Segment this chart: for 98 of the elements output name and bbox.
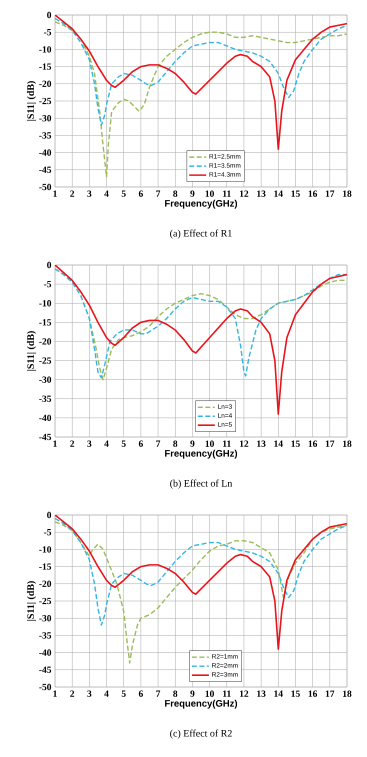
y-tick-label: -50	[39, 684, 52, 690]
x-tick-label: 4	[104, 440, 109, 447]
x-tick-label: 11	[223, 690, 231, 697]
x-tick-label: 7	[156, 190, 160, 197]
y-tick-label: -35	[39, 396, 52, 402]
x-tick-label: 16	[308, 190, 318, 197]
y-tick-label: -15	[39, 63, 52, 70]
x-tick-label: 4	[104, 690, 109, 697]
y-tick-label: -45	[39, 666, 52, 673]
x-tick-label: 9	[190, 440, 194, 447]
y-axis-title: |S11| (dB)	[26, 331, 36, 371]
y-tick-label: -35	[39, 132, 52, 139]
y-tick-label: -30	[39, 615, 52, 622]
x-axis-title: Frequency(GHz)	[165, 200, 238, 209]
y-tick-label: 0	[47, 512, 52, 518]
x-tick-label: 9	[190, 690, 194, 697]
x-tick-label: 13	[257, 690, 266, 697]
x-tick-label: 11	[223, 190, 231, 197]
x-tick-label: 5	[122, 190, 126, 197]
x-axis-title: Frequency(GHz)	[165, 700, 238, 709]
line-series	[55, 265, 348, 415]
y-tick-label: 0	[47, 262, 52, 268]
x-tick-label: 15	[292, 440, 300, 447]
x-tick-label: 12	[240, 690, 248, 697]
x-tick-label: 9	[190, 190, 194, 197]
y-axis-title: |S11| (dB)	[26, 81, 36, 121]
x-tick-label: 3	[87, 440, 92, 447]
y-tick-label: -10	[39, 300, 52, 306]
x-tick-label: 5	[122, 440, 126, 447]
y-tick-label: -5	[44, 280, 52, 288]
x-tick-label: 1	[53, 440, 57, 447]
x-tick-label: 16	[308, 440, 318, 447]
y-tick-label: -45	[39, 166, 52, 173]
y-tick-label: -30	[39, 115, 52, 122]
line-series	[55, 18, 348, 126]
x-tick-label: 4	[104, 190, 109, 197]
x-tick-label: 3	[87, 190, 92, 197]
x-tick-label: 6	[138, 190, 143, 197]
y-tick-label: -10	[39, 46, 52, 53]
x-tick-label: 6	[138, 690, 143, 697]
y-tick-label: -40	[39, 414, 52, 422]
y-tick-label: -25	[39, 357, 52, 364]
y-axis-title: |S11| (dB)	[26, 581, 36, 621]
x-tick-label: 10	[206, 440, 214, 447]
x-axis-title: Frequency(GHz)	[165, 450, 238, 459]
x-tick-label: 14	[274, 690, 283, 697]
text: (a) Effect of R1	[170, 230, 232, 239]
x-tick-label: 2	[70, 690, 74, 697]
text: (b) Effect of Ln	[170, 480, 232, 489]
line-series	[55, 21, 348, 178]
x-tick-label: 1	[53, 190, 57, 197]
x-tick-label: 8	[173, 690, 178, 697]
x-tick-label: 11	[223, 440, 231, 447]
x-tick-label: 17	[326, 440, 334, 447]
x-tick-label: 18	[343, 440, 352, 447]
x-tick-label: 17	[326, 190, 334, 197]
text: (c) Effect of R2	[170, 730, 232, 739]
x-tick-label: 2	[70, 440, 74, 447]
y-tick-label: 0	[47, 12, 52, 18]
y-tick-label: -25	[39, 98, 52, 104]
x-tick-label: 2	[70, 190, 74, 197]
x-tick-label: 14	[274, 440, 283, 447]
x-tick-label: 7	[156, 440, 160, 447]
y-tick-label: -35	[39, 632, 52, 639]
y-tick-label: -5	[44, 29, 52, 36]
x-tick-label: 5	[122, 690, 126, 697]
x-tick-label: 10	[206, 190, 214, 197]
x-tick-label: 13	[257, 190, 266, 197]
x-tick-label: 8	[173, 190, 178, 197]
y-tick-label: -30	[39, 376, 52, 383]
x-tick-label: 8	[173, 440, 178, 447]
y-tick-label: -45	[39, 434, 52, 440]
x-tick-label: 16	[308, 690, 318, 697]
y-tick-label: -20	[39, 580, 52, 587]
y-tick-label: -20	[39, 338, 52, 345]
x-tick-label: 18	[343, 190, 352, 197]
x-tick-label: 10	[206, 690, 214, 697]
x-tick-label: 6	[138, 440, 143, 447]
x-tick-label: 3	[87, 690, 92, 697]
y-tick-label: -25	[39, 598, 52, 604]
y-tick-label: -40	[39, 149, 52, 156]
y-tick-label: -10	[39, 546, 52, 553]
x-tick-label: 15	[292, 190, 300, 197]
x-tick-label: 15	[292, 690, 300, 697]
y-tick-label: -15	[39, 563, 52, 570]
y-tick-label: -5	[44, 529, 52, 536]
y-tick-label: -50	[39, 184, 52, 190]
y-tick-label: -20	[39, 80, 52, 87]
x-tick-label: 1	[53, 690, 57, 697]
x-tick-label: 14	[274, 190, 283, 197]
y-tick-label: -40	[39, 649, 52, 656]
x-tick-label: 7	[156, 690, 160, 697]
x-tick-label: 17	[326, 690, 334, 697]
x-tick-label: 13	[257, 440, 266, 447]
x-tick-label: 12	[240, 190, 248, 197]
x-tick-label: 18	[343, 690, 352, 697]
y-tick-label: -15	[39, 319, 52, 326]
x-tick-label: 12	[240, 440, 248, 447]
